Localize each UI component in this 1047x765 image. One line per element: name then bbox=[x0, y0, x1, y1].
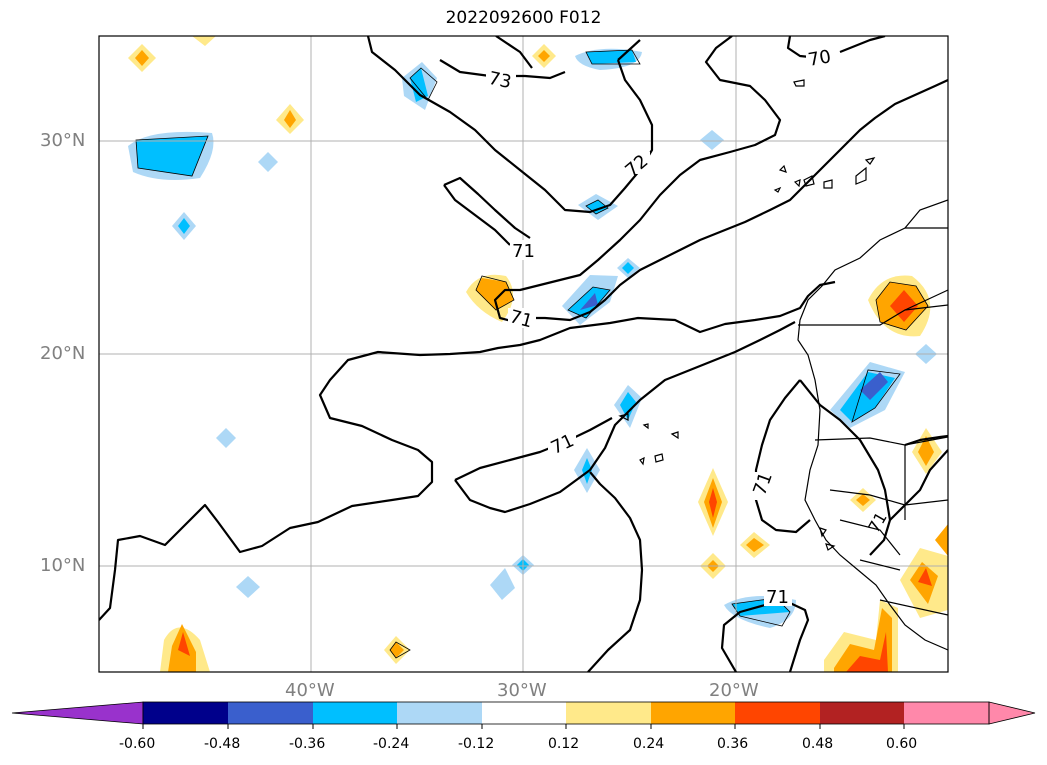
contour-label: 71 bbox=[512, 241, 535, 262]
colorbar-tick-label: -0.36 bbox=[289, 736, 326, 752]
lon-label-40w: 40°W bbox=[285, 680, 335, 701]
colorbar-tick-label: 0.24 bbox=[633, 736, 665, 752]
colorbar-swatch bbox=[228, 702, 313, 724]
contour-label: 71 bbox=[766, 587, 789, 608]
colorbar-swatch bbox=[735, 702, 820, 724]
chart-title: 2022092600 F012 bbox=[445, 8, 602, 28]
lat-label-20n: 20°N bbox=[40, 343, 86, 364]
colorbar-swatch bbox=[904, 702, 989, 724]
colorbar-swatch bbox=[566, 702, 651, 724]
colorbar-swatch bbox=[313, 702, 397, 724]
colorbar-swatch bbox=[651, 702, 735, 724]
negative-anomaly-areas bbox=[128, 48, 937, 628]
colorbar-swatch bbox=[482, 702, 566, 724]
colorbar-tick-label: -0.60 bbox=[119, 736, 156, 752]
map-frame bbox=[98, 35, 949, 673]
lat-label-30n: 30°N bbox=[40, 130, 86, 151]
coastlines bbox=[618, 79, 948, 651]
lon-label-30w: 30°W bbox=[497, 680, 547, 701]
colorbar-tick-label: -0.12 bbox=[458, 736, 495, 752]
graticule bbox=[99, 36, 948, 672]
colorbar-tick-label: -0.24 bbox=[373, 736, 410, 752]
colorbar-tick-label: 0.60 bbox=[886, 736, 918, 752]
anomaly-shading bbox=[128, 36, 948, 672]
colorbar-extend-high bbox=[988, 701, 1036, 725]
colorbar-swatch bbox=[397, 702, 482, 724]
lat-label-10n: 10°N bbox=[40, 555, 86, 576]
colorbar-swatch bbox=[143, 702, 228, 724]
colorbar-tick-label: 0.48 bbox=[802, 736, 834, 752]
colorbar-tick-label: 0.12 bbox=[548, 736, 580, 752]
contour-label: 73 bbox=[487, 68, 514, 93]
contour-label: 70 bbox=[806, 46, 832, 71]
colorbar bbox=[11, 701, 1036, 729]
colorbar-extend-low bbox=[11, 701, 144, 725]
lon-label-20w: 20°W bbox=[709, 680, 759, 701]
colorbar-swatch bbox=[820, 702, 904, 724]
colorbar-tick-label: -0.48 bbox=[204, 736, 241, 752]
colorbar-tick-label: 0.36 bbox=[717, 736, 749, 752]
positive-anomaly-areas bbox=[128, 36, 948, 672]
